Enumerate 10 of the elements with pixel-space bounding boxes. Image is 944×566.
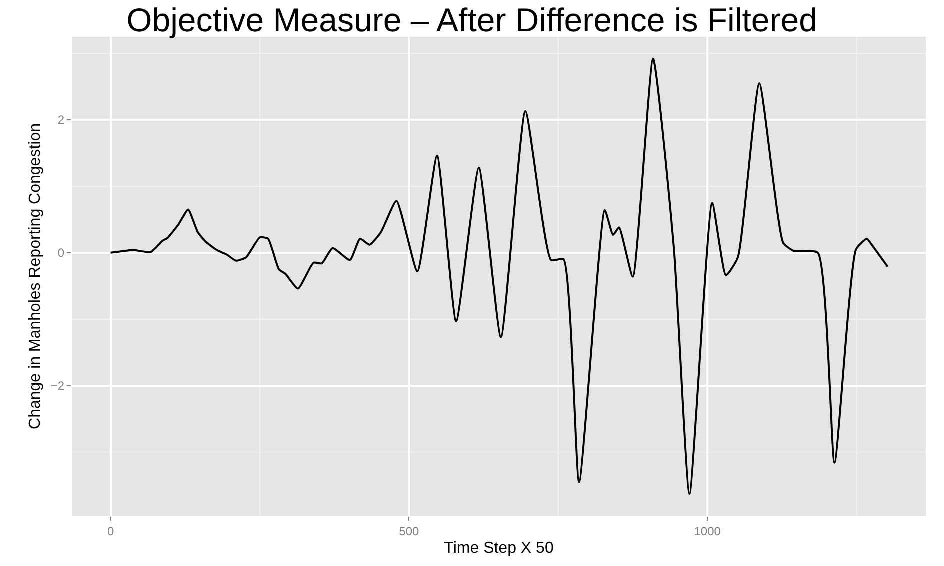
y-tick-label: −2 xyxy=(50,378,65,393)
y-axis-title: Change in Manholes Reporting Congestion xyxy=(26,124,44,430)
x-axis-title: Time Step X 50 xyxy=(444,540,554,558)
y-tick-label: 2 xyxy=(58,113,65,128)
x-tick-label: 500 xyxy=(399,524,420,538)
line-series xyxy=(110,58,889,496)
x-tick-label: 1000 xyxy=(694,524,722,538)
y-tick-label: 0 xyxy=(58,246,65,260)
x-tick-label: 0 xyxy=(107,524,114,538)
chart-title: Objective Measure – After Difference is Filtered xyxy=(126,2,818,39)
